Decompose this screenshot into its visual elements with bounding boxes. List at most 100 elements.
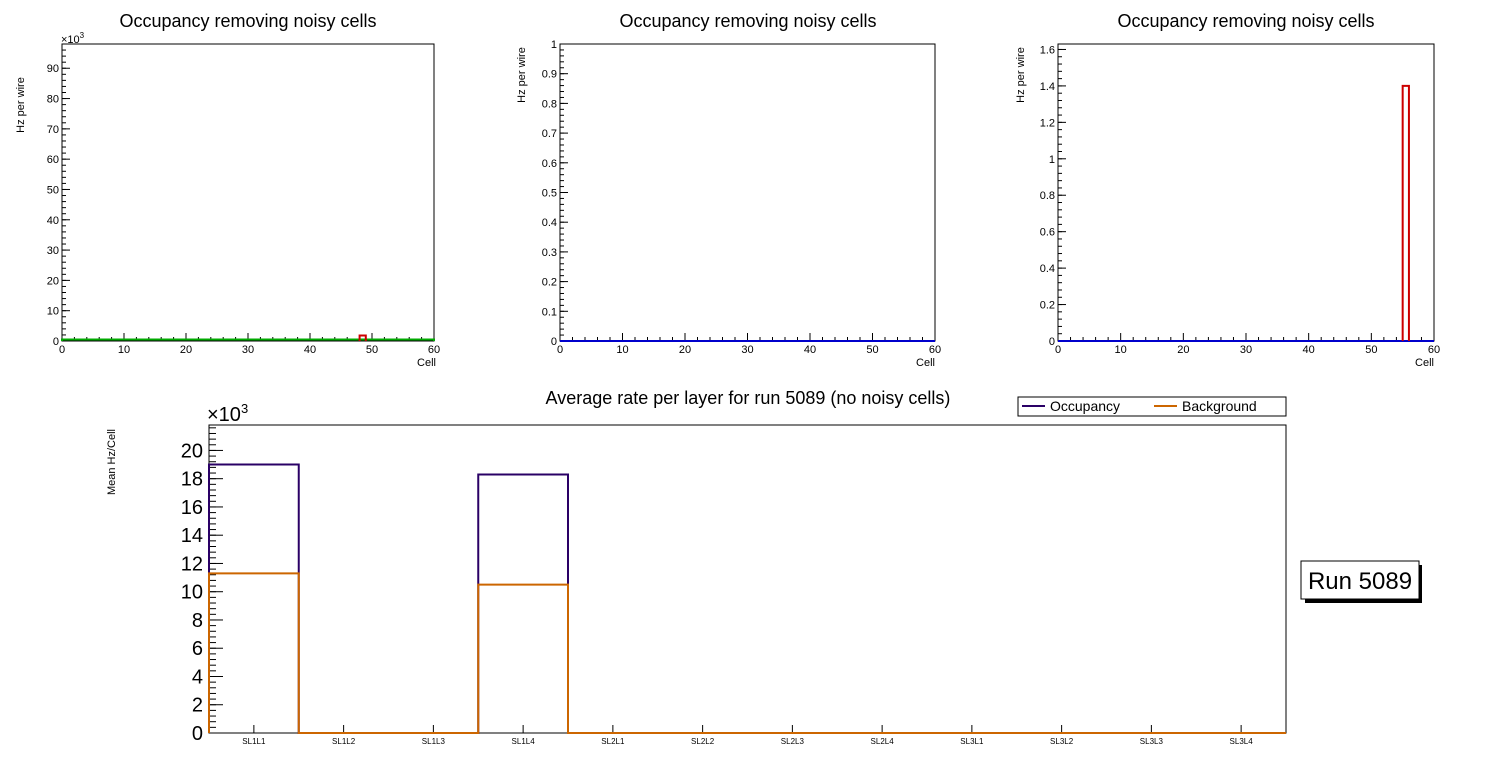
legend-background-label: Background <box>1182 398 1257 414</box>
x-tick-label: 0 <box>1055 344 1061 356</box>
category-label: SL3L1 <box>960 737 984 746</box>
panel-4: Average rate per layer for run 5089 (no … <box>106 388 1422 746</box>
panel-4-plot <box>208 463 1286 734</box>
y-tick-label: 30 <box>47 245 59 257</box>
y-tick-label: 0 <box>1049 336 1055 348</box>
run-label-frame <box>1300 560 1420 600</box>
y-tick-label: 0.4 <box>1040 263 1055 275</box>
y-tick-label: 0.9 <box>542 69 557 81</box>
y-tick-label: 20 <box>181 440 203 462</box>
y-tick-label: 60 <box>47 154 59 166</box>
x-tick-label: 20 <box>1177 344 1189 356</box>
category-label: SL1L3 <box>422 737 446 746</box>
panel-3-ylabel: Hz per wire <box>1015 47 1027 103</box>
y-tick-label: 0.8 <box>542 98 557 110</box>
panel-3-title: Occupancy removing noisy cells <box>1117 11 1374 31</box>
x-tick-label: 50 <box>866 344 878 356</box>
legend: Occupancy Background <box>1017 396 1287 417</box>
y-tick-label: 50 <box>47 184 59 196</box>
panel-3: Occupancy removing noisy cells Hz per wi… <box>1015 11 1440 369</box>
run-label-text: Run 5089 <box>1308 568 1412 595</box>
y-tick-label: 1 <box>551 39 557 51</box>
x-tick-label: 0 <box>557 344 563 356</box>
x-tick-label: 40 <box>304 344 316 356</box>
x-tick-label: 40 <box>1303 344 1315 356</box>
panel-2: Occupancy removing noisy cells Hz per wi… <box>516 11 941 369</box>
panel-1-axes: 0 10 20 30 40 50 60 0 10 20 30 40 50 60 70 80 90 <box>47 43 440 356</box>
panel-3-plot <box>1058 84 1434 342</box>
panel-3-frame <box>1057 43 1435 342</box>
x-tick-label: 50 <box>1365 344 1377 356</box>
x-tick-label: 60 <box>428 344 440 356</box>
category-label: SL1L2 <box>332 737 356 746</box>
panel-2-axes: 0 10 20 30 40 50 60 0 0.1 0.2 0.3 0.4 0.5 0.6 0.7 0.8 0.… <box>542 39 941 356</box>
y-tick-label: 1 <box>1049 154 1055 166</box>
run-label-box: Run 5089 <box>1300 560 1422 603</box>
y-tick-label: 0.6 <box>1040 227 1055 239</box>
y-tick-label: 18 <box>181 469 203 491</box>
panel-3-axes: 0 10 20 30 40 50 60 0 0.2 0.4 0.6 0.8 1 1.2 1.4 1.6 <box>1040 44 1440 356</box>
y-tick-label: 14 <box>181 525 203 547</box>
y-tick-label: 8 <box>192 610 203 632</box>
y-tick-label: 0.8 <box>1040 190 1055 202</box>
panel-2-title: Occupancy removing noisy cells <box>619 11 876 31</box>
y-tick-label: 1.4 <box>1040 81 1055 93</box>
x-tick-label: 30 <box>741 344 753 356</box>
panel-2-xlabel: Cell <box>916 357 935 369</box>
y-tick-label: 2 <box>192 695 203 717</box>
y-tick-label: 70 <box>47 124 59 136</box>
y-tick-label: 0.2 <box>542 277 557 289</box>
panel-1-frame <box>61 43 435 342</box>
x-tick-label: 10 <box>1115 344 1127 356</box>
category-label: SL2L2 <box>691 737 715 746</box>
x-tick-label: 20 <box>180 344 192 356</box>
series-red <box>1401 84 1410 341</box>
x-tick-label: 40 <box>804 344 816 356</box>
panel-1-ylabel: Hz per wire <box>15 77 27 133</box>
x-tick-label: 50 <box>366 344 378 356</box>
y-tick-label: 12 <box>181 553 203 575</box>
category-label: SL2L1 <box>601 737 625 746</box>
panel-1-exponent: ×103 <box>61 31 85 46</box>
x-tick-label: 30 <box>1240 344 1252 356</box>
legend-occupancy-label: Occupancy <box>1050 398 1120 414</box>
y-tick-label: 90 <box>47 63 59 75</box>
category-label: SL1L1 <box>242 737 266 746</box>
x-tick-label: 30 <box>242 344 254 356</box>
y-tick-label: 1.6 <box>1040 44 1055 56</box>
category-label: SL2L4 <box>871 737 895 746</box>
panel-2-ylabel: Hz per wire <box>516 47 528 103</box>
category-label: SL2L3 <box>781 737 805 746</box>
y-tick-label: 6 <box>192 638 203 660</box>
y-tick-label: 0.4 <box>542 217 557 229</box>
x-tick-label: 0 <box>59 344 65 356</box>
y-tick-label: 10 <box>47 306 59 318</box>
x-tick-label: 60 <box>1428 344 1440 356</box>
y-tick-label: 80 <box>47 94 59 106</box>
panel-4-ylabel: Mean Hz/Cell <box>106 429 118 495</box>
y-tick-label: 1.2 <box>1040 117 1055 129</box>
panel-1-title: Occupancy removing noisy cells <box>119 11 376 31</box>
panel-1: Occupancy removing noisy cells ×103 Hz p… <box>15 11 440 369</box>
y-tick-label: 20 <box>47 275 59 287</box>
y-tick-label: 0 <box>53 336 59 348</box>
category-label: SL3L3 <box>1140 737 1164 746</box>
x-tick-label: 10 <box>118 344 130 356</box>
series-occupancy <box>208 463 1286 734</box>
legend-box <box>1017 396 1287 417</box>
panel-1-xlabel: Cell <box>417 357 436 369</box>
y-tick-label: 10 <box>181 582 203 604</box>
panel-4-exponent: ×103 <box>207 401 248 426</box>
category-label: SL3L4 <box>1230 737 1254 746</box>
y-tick-label: 0 <box>192 723 203 745</box>
series-green <box>61 338 435 341</box>
x-tick-label: 60 <box>929 344 941 356</box>
category-label: SL3L2 <box>1050 737 1074 746</box>
series-background <box>208 572 1286 734</box>
x-tick-label: 20 <box>679 344 691 356</box>
y-tick-label: 0.3 <box>542 247 557 259</box>
y-tick-label: 0.7 <box>542 128 557 140</box>
panel-4-title: Average rate per layer for run 5089 (no … <box>546 388 951 408</box>
y-tick-label: 0.5 <box>542 188 557 200</box>
